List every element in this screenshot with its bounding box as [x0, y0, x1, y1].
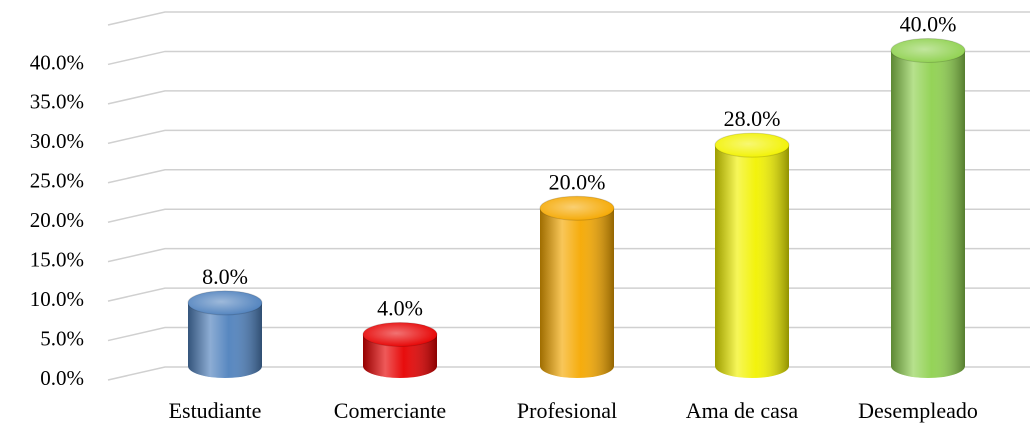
y-tick-label: 25.0%	[30, 169, 84, 193]
bar-top-shine	[891, 38, 965, 63]
bar-body-shade	[540, 208, 614, 366]
y-tick-label: 30.0%	[30, 129, 84, 153]
grid-line	[107, 50, 1030, 66]
bar-top-shine	[715, 133, 789, 158]
y-tick-label: 5.0%	[40, 326, 84, 350]
bar	[187, 290, 263, 378]
x-tick-label: Profesional	[517, 398, 617, 423]
x-tick-label: Estudiante	[169, 398, 262, 423]
y-tick-label: 15.0%	[30, 247, 84, 271]
value-label: 8.0%	[202, 264, 248, 289]
value-label: 20.0%	[549, 169, 606, 194]
grid-line	[107, 90, 1030, 105]
bar	[539, 195, 615, 378]
value-label: 28.0%	[724, 106, 781, 131]
bar-top-shine	[363, 322, 437, 347]
bar	[362, 321, 438, 378]
value-label: 4.0%	[377, 295, 423, 320]
bar	[890, 37, 966, 378]
y-tick-label: 10.0%	[30, 287, 84, 311]
y-tick-label: 0.0%	[40, 366, 84, 390]
y-tick-label: 40.0%	[30, 50, 84, 74]
x-tick-label: Comerciante	[334, 398, 446, 423]
grid-line	[107, 129, 1030, 145]
y-tick-label: 20.0%	[30, 208, 84, 232]
bar-top-shine	[188, 290, 262, 315]
bar-body-shade	[891, 50, 965, 366]
wall-edge	[107, 11, 1030, 26]
x-tick-label: Desempleado	[858, 398, 978, 423]
bar-top-shine	[540, 196, 614, 221]
x-tick-label: Ama de casa	[686, 398, 799, 423]
bar	[714, 132, 790, 378]
bar-body-shade	[715, 145, 789, 366]
value-label: 40.0%	[900, 11, 957, 36]
y-tick-label: 35.0%	[30, 90, 84, 114]
